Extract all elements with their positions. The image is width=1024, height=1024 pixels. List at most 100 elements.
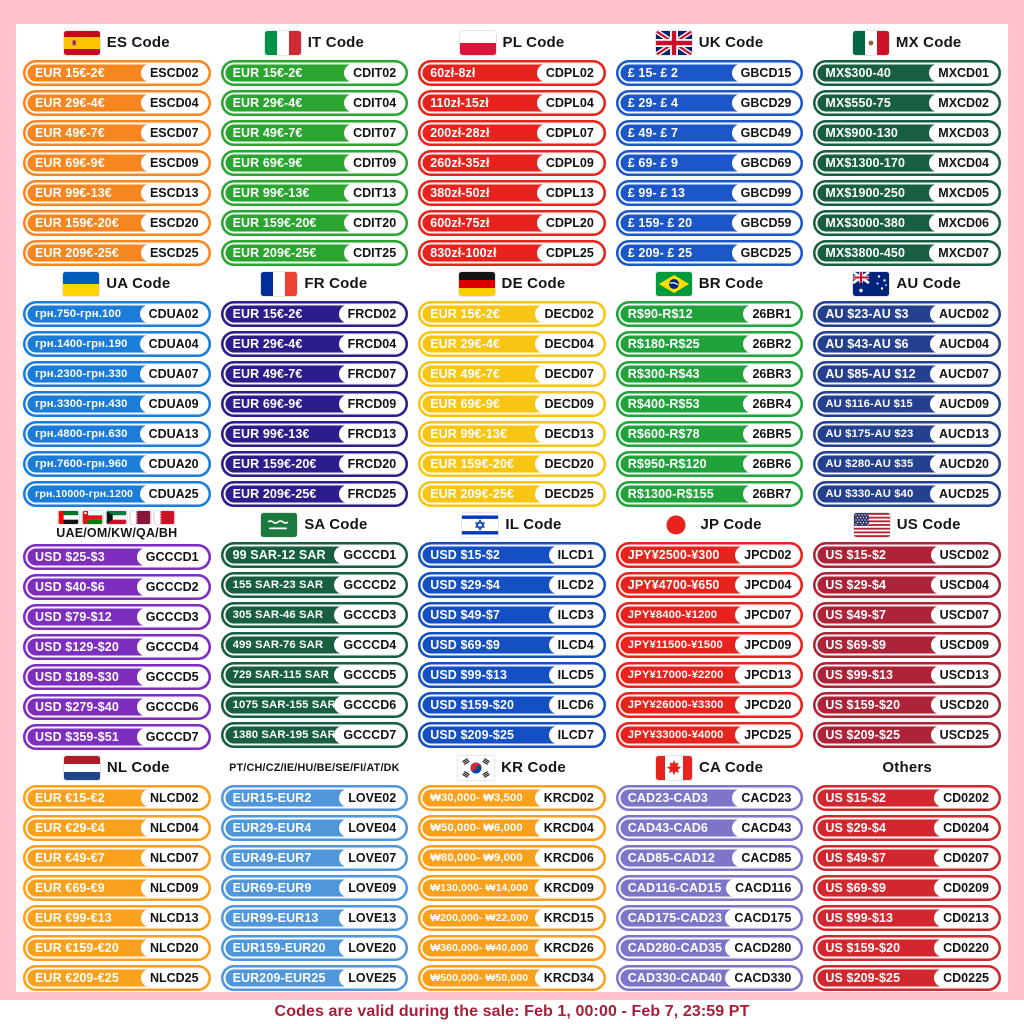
coupon-pill: EUR49-EUR7 LOVE07 bbox=[220, 845, 409, 871]
coupon-code-chip: USCD20 bbox=[930, 696, 998, 714]
coupon-pill: £ 29- £ 4 GBCD29 bbox=[615, 90, 804, 116]
price-range-label: 99 SAR-12 SAR bbox=[232, 548, 326, 562]
coupon-code-chip: JPCD07 bbox=[735, 606, 801, 624]
coupon-pill: R$180-R$25 26BR2 bbox=[615, 331, 804, 357]
price-range-label: AU $330-AU $40 bbox=[825, 488, 914, 500]
coupon-code-chip: CD0204 bbox=[934, 819, 998, 837]
coupon-code-chip: KRCD06 bbox=[534, 849, 603, 867]
section-header-it: IT Code bbox=[221, 29, 409, 56]
coupon-code-chip: FRCD13 bbox=[338, 425, 406, 443]
price-range-label: £ 99- £ 13 bbox=[627, 186, 686, 200]
br-flag-icon bbox=[655, 271, 692, 296]
price-range-label: JPY¥8400-¥1200 bbox=[627, 609, 718, 621]
section-title: UA Code bbox=[106, 275, 171, 292]
coupon-pill: EUR 69€-9€ FRCD09 bbox=[220, 391, 409, 417]
coupon-pill: £ 49- £ 7 GBCD49 bbox=[615, 120, 804, 146]
price-range-label: EUR 209€-25€ bbox=[232, 487, 317, 501]
coupon-pill: £ 159- £ 20 GBCD59 bbox=[615, 210, 804, 236]
coupon-pill: R$300-R$43 26BR3 bbox=[615, 361, 804, 387]
coupon-pill: EUR29-EUR4 LOVE04 bbox=[220, 815, 409, 841]
coupon-pill: £ 209- £ 25 GBCD25 bbox=[615, 240, 804, 266]
coupon-pill: MX$300-40 MXCD01 bbox=[813, 60, 1001, 86]
price-range-label: US $209-$25 bbox=[825, 971, 901, 985]
coupon-code-chip: KRCD34 bbox=[534, 969, 603, 987]
coupon-pill: EUR 99€-13€ CDIT13 bbox=[220, 180, 409, 206]
price-range-label: £ 49- £ 7 bbox=[627, 126, 679, 140]
coupon-code-chip: GCCCD6 bbox=[136, 698, 208, 716]
de-flag-icon bbox=[458, 271, 495, 296]
section-header-il: IL Code bbox=[418, 511, 606, 538]
coupon-pill: грн.3300-грн.430 CDUA09 bbox=[23, 391, 211, 417]
section-uk: UK Code £ 15- £ 2 GBCD15 £ 29- £ 4 GBCD29 £ 4… bbox=[615, 28, 804, 266]
price-range-label: AU $280-AU $35 bbox=[825, 458, 914, 470]
price-range-label: USD $209-$25 bbox=[430, 728, 515, 742]
coupon-code-chip: ILCD6 bbox=[548, 696, 603, 714]
price-range-label: US $29-$4 bbox=[825, 821, 887, 835]
price-range-label: грн.750-грн.100 bbox=[35, 308, 122, 320]
coupon-code-chip: AUCD04 bbox=[929, 335, 998, 353]
price-range-label: ₩200,000- ₩22,000 bbox=[430, 912, 529, 924]
price-range-label: US $159-$20 bbox=[825, 698, 901, 712]
coupon-pill: EUR 209€-25€ ESCD25 bbox=[23, 240, 211, 266]
section-de: DE Code EUR 15€-2€ DECD02 EUR 29€-4€ DECD04 E… bbox=[418, 269, 606, 507]
price-range-label: USD $25-$3 bbox=[35, 550, 105, 564]
coupon-code-chip: GBCD99 bbox=[731, 184, 801, 202]
section-es: ES Code EUR 15€-2€ ESCD02 EUR 29€-4€ ESCD04 E… bbox=[23, 28, 211, 266]
section-header-au: AU Code bbox=[813, 270, 1001, 297]
coupon-code-chip: CD0209 bbox=[934, 879, 998, 897]
section-others: Others US $15-$2 CD0202 US $29-$4 CD0204 US $… bbox=[813, 753, 1001, 991]
coupon-pill: USD $15-$2 ILCD1 bbox=[418, 542, 606, 568]
section-title: UK Code bbox=[698, 34, 764, 51]
price-range-label: 830zł-100zł bbox=[430, 246, 497, 260]
price-range-label: EUR €49-€7 bbox=[35, 851, 105, 865]
coupon-code-chip: ILCD7 bbox=[548, 726, 603, 744]
price-range-label: 110zł-15zł bbox=[430, 96, 489, 110]
coupon-pill: 200zł-28zł CDPL07 bbox=[418, 120, 606, 146]
coupon-code-chip: GCCCD4 bbox=[334, 636, 406, 654]
it-flag-icon bbox=[264, 30, 301, 55]
coupon-pill: R$600-R$78 26BR5 bbox=[615, 421, 804, 447]
coupon-pill: USD $279-$40 GCCCD6 bbox=[23, 694, 211, 720]
coupon-pill: US $209-$25 CD0225 bbox=[813, 965, 1001, 991]
coupon-code-chip: AUCD09 bbox=[929, 395, 998, 413]
coupon-pill: EUR 209€-25€ FRCD25 bbox=[220, 481, 409, 507]
price-range-label: US $15-$2 bbox=[825, 548, 887, 562]
coupon-code-chip: GBCD29 bbox=[731, 94, 801, 112]
coupon-pill: MX$3800-450 MXCD07 bbox=[813, 240, 1001, 266]
coupon-code-chip: GBCD59 bbox=[731, 214, 801, 232]
coupon-code-chip: ILCD5 bbox=[548, 666, 603, 684]
coupon-pill: CAD280-CAD35 CACD280 bbox=[615, 935, 804, 961]
coupon-pill: 499 SAR-76 SAR GCCCD4 bbox=[220, 632, 409, 658]
coupon-code-chip: AUCD20 bbox=[929, 455, 998, 473]
coupon-codes-panel: ES Code EUR 15€-2€ ESCD02 EUR 29€-4€ ESCD04 E… bbox=[16, 24, 1008, 992]
coupon-pill: грн.750-грн.100 CDUA02 bbox=[23, 301, 211, 327]
coupon-pill: EUR €29-€4 NLCD04 bbox=[23, 815, 211, 841]
coupon-code-chip: CDPL20 bbox=[536, 214, 603, 232]
coupon-pill: ₩360,000- ₩40,000 KRCD26 bbox=[418, 935, 606, 961]
price-range-label: EUR 99€-13€ bbox=[430, 427, 508, 441]
coupon-pill: EUR 49€-7€ CDIT07 bbox=[220, 120, 409, 146]
price-range-label: USD $29-$4 bbox=[430, 578, 500, 592]
coupon-pill: AU $116-AU $15 AUCD09 bbox=[813, 391, 1001, 417]
coupon-pill: EUR 69€-9€ CDIT09 bbox=[220, 150, 409, 176]
coupon-code-chip: GCCCD3 bbox=[136, 608, 208, 626]
section-fr: FR Code EUR 15€-2€ FRCD02 EUR 29€-4€ FRCD04 E… bbox=[220, 269, 409, 507]
coupon-code-chip: FRCD02 bbox=[338, 305, 406, 323]
section-mx: MX Code MX$300-40 MXCD01 MX$550-75 MXCD02 MX$… bbox=[813, 28, 1001, 266]
uk-flag-icon bbox=[655, 30, 692, 55]
price-range-label: EUR 159€-20€ bbox=[430, 457, 515, 471]
section-title: US Code bbox=[896, 516, 961, 533]
coupon-code-chip: CDUA20 bbox=[139, 455, 208, 473]
validity-text: Codes are valid during the sale: Feb 1, … bbox=[274, 1003, 750, 1020]
coupon-pill: US $49-$7 CD0207 bbox=[813, 845, 1001, 871]
coupon-code-chip: GCCCD7 bbox=[136, 728, 208, 746]
price-range-label: 729 SAR-115 SAR bbox=[232, 669, 329, 681]
price-range-label: EUR 209€-25€ bbox=[35, 246, 119, 260]
price-range-label: EUR29-EUR4 bbox=[232, 821, 312, 835]
fr-flag-icon bbox=[261, 271, 298, 296]
price-range-label: 200zł-28zł bbox=[430, 126, 490, 140]
section-nl: NL Code EUR €15-€2 NLCD02 EUR €29-€4 NLCD04 E… bbox=[23, 753, 211, 991]
price-range-label: EUR 69€-9€ bbox=[232, 397, 303, 411]
section-title: Others bbox=[882, 759, 932, 776]
section-header-de: DE Code bbox=[418, 270, 606, 297]
